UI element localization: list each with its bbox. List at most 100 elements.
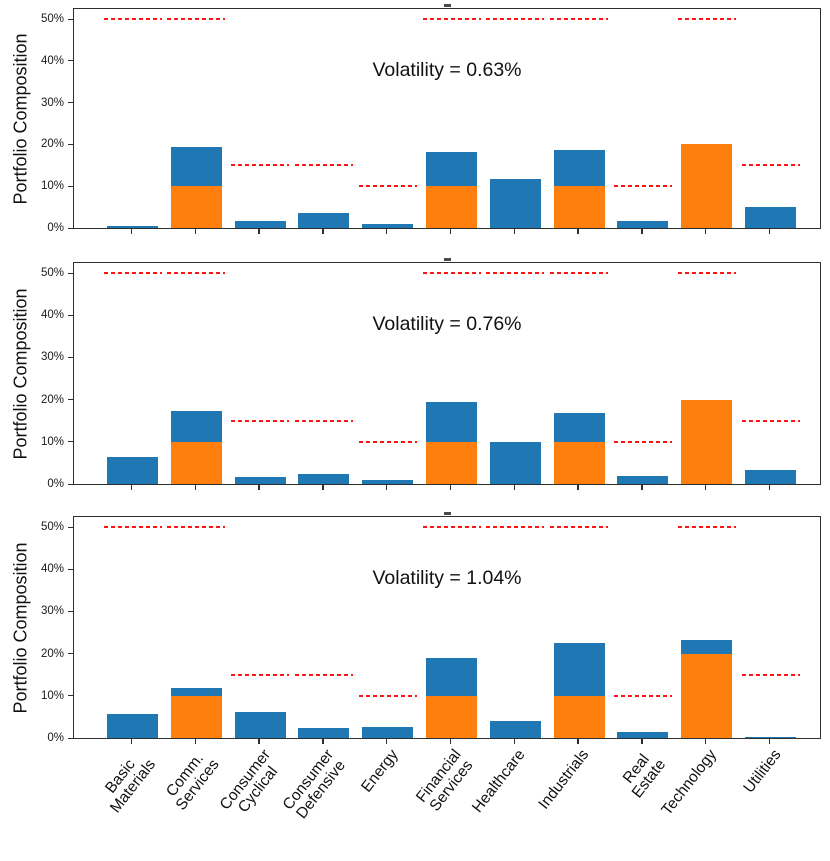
x-tick-mark bbox=[449, 739, 452, 744]
allocation-limit-line bbox=[103, 526, 162, 528]
bar-segment-orange bbox=[681, 653, 733, 738]
allocation-limit-line bbox=[550, 526, 609, 528]
y-tick-mark bbox=[68, 227, 73, 229]
x-tick-mark bbox=[641, 739, 643, 744]
volatility-annotation: Volatility = 0.76% bbox=[372, 313, 522, 335]
subplot-0-plot-area: Volatility = 0.63% bbox=[73, 8, 821, 229]
x-axis-category-label: Technology bbox=[658, 746, 721, 819]
bar-segment-blue bbox=[426, 657, 477, 696]
x-tick-mark bbox=[577, 739, 579, 744]
x-tick-mark bbox=[768, 229, 771, 234]
bar-segment-orange bbox=[681, 144, 733, 228]
bar-segment-blue bbox=[234, 711, 286, 738]
allocation-limit-line bbox=[167, 18, 226, 20]
subplot-1-plot-area: Volatility = 0.76% bbox=[73, 262, 821, 485]
bar-segment-blue bbox=[362, 479, 414, 484]
y-tick-label: 0% bbox=[47, 732, 64, 744]
x-axis-category-label: Healthcare bbox=[469, 746, 529, 816]
allocation-limit-line bbox=[486, 18, 545, 20]
y-tick-mark bbox=[68, 60, 73, 62]
allocation-limit-line bbox=[550, 18, 609, 20]
x-axis-category-label: Comm. Services bbox=[162, 750, 223, 814]
x-tick-mark bbox=[322, 739, 324, 744]
x-tick-mark bbox=[386, 229, 388, 234]
y-tick-mark bbox=[68, 356, 73, 359]
x-tick-mark bbox=[705, 485, 707, 490]
x-axis-category-label: Utilities bbox=[739, 746, 785, 797]
allocation-limit-line bbox=[231, 419, 290, 422]
tiny-top-mark bbox=[444, 4, 451, 7]
allocation-limit-line bbox=[422, 526, 481, 528]
x-tick-mark bbox=[513, 485, 515, 490]
bar-segment-blue bbox=[617, 476, 669, 484]
x-tick-mark bbox=[130, 485, 133, 490]
allocation-limit-line bbox=[103, 18, 162, 20]
allocation-limit-line bbox=[103, 272, 162, 274]
y-tick-mark bbox=[68, 526, 73, 528]
bar-segment-blue bbox=[234, 477, 286, 484]
x-tick-mark bbox=[130, 229, 133, 234]
x-axis-category-label: Basic Materials bbox=[101, 756, 159, 817]
allocation-limit-line bbox=[167, 526, 226, 528]
x-tick-mark bbox=[577, 229, 579, 234]
y-tick-label: 10% bbox=[40, 180, 64, 193]
x-tick-mark bbox=[449, 229, 452, 234]
y-tick-label: 10% bbox=[40, 689, 64, 702]
y-tick-mark bbox=[68, 143, 73, 146]
bar-segment-blue bbox=[234, 221, 286, 228]
y-tick-mark bbox=[68, 483, 73, 485]
allocation-limit-line bbox=[294, 419, 353, 422]
x-tick-mark bbox=[130, 739, 133, 744]
bar-segment-blue bbox=[553, 413, 605, 442]
allocation-limit-line bbox=[167, 272, 226, 274]
allocation-limit-line bbox=[741, 419, 800, 422]
x-axis-category-label: Real Estate bbox=[619, 751, 670, 802]
bar-segment-blue bbox=[681, 640, 733, 654]
y-tick-mark bbox=[68, 610, 73, 613]
x-tick-mark bbox=[577, 485, 579, 490]
bar-segment-orange bbox=[170, 186, 222, 228]
x-tick-mark bbox=[641, 229, 643, 234]
x-tick-mark bbox=[705, 229, 707, 234]
y-tick-label: 40% bbox=[40, 309, 64, 322]
y-tick-label: 0% bbox=[47, 222, 64, 234]
bar-segment-orange bbox=[426, 441, 477, 484]
x-tick-mark bbox=[449, 485, 452, 490]
bar-segment-blue bbox=[617, 221, 669, 228]
bar-segment-blue bbox=[553, 149, 605, 187]
bar-segment-blue bbox=[362, 726, 414, 738]
y-tick-mark bbox=[68, 695, 73, 697]
allocation-limit-line bbox=[358, 185, 417, 188]
allocation-limit-line bbox=[358, 694, 417, 697]
x-tick-mark bbox=[322, 229, 324, 234]
y-tick-mark bbox=[68, 737, 73, 739]
bar-segment-orange bbox=[553, 695, 605, 738]
allocation-limit-line bbox=[613, 185, 672, 188]
allocation-limit-line bbox=[358, 440, 417, 443]
bar-segment-blue bbox=[489, 441, 541, 484]
bar-segment-blue bbox=[553, 643, 605, 696]
bar-segment-blue bbox=[426, 151, 477, 187]
x-tick-mark bbox=[194, 485, 196, 490]
bar-segment-blue bbox=[745, 207, 796, 228]
bar-segment-blue bbox=[426, 402, 477, 442]
x-tick-mark bbox=[768, 485, 771, 490]
x-tick-mark bbox=[641, 485, 643, 490]
allocation-limit-line bbox=[677, 526, 736, 528]
tiny-top-mark bbox=[444, 258, 451, 261]
bar-segment-blue bbox=[298, 474, 350, 484]
y-tick-label: 30% bbox=[40, 605, 64, 618]
bar-segment-orange bbox=[553, 186, 605, 228]
volatility-annotation: Volatility = 0.63% bbox=[372, 59, 522, 81]
y-tick-mark bbox=[68, 272, 73, 274]
allocation-limit-line bbox=[422, 272, 481, 274]
y-tick-label: 40% bbox=[40, 54, 64, 67]
y-tick-label: 20% bbox=[40, 393, 64, 406]
bar-segment-orange bbox=[681, 399, 733, 484]
y-tick-label: 20% bbox=[40, 647, 64, 660]
y-tick-mark bbox=[68, 102, 73, 104]
y-tick-label: 0% bbox=[47, 478, 64, 490]
bar-segment-blue bbox=[107, 713, 158, 738]
x-axis-category-label: Energy bbox=[357, 746, 402, 796]
y-tick-label: 10% bbox=[40, 435, 64, 448]
